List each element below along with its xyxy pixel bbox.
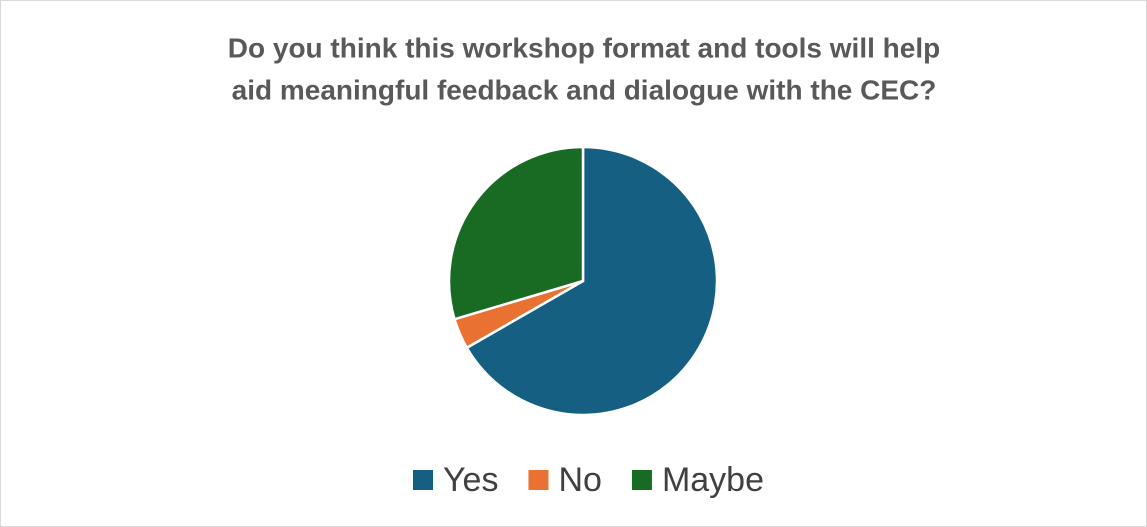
legend-label: Maybe bbox=[662, 461, 764, 499]
pie-slice bbox=[447, 145, 585, 321]
legend-label: Yes bbox=[443, 461, 498, 499]
legend-swatch bbox=[413, 470, 433, 490]
legend-swatch bbox=[528, 470, 549, 490]
legend-label: No bbox=[558, 461, 601, 499]
pie-slice bbox=[465, 145, 719, 417]
legend-swatch bbox=[631, 470, 652, 490]
chart-title: Do you think this workshop format and to… bbox=[228, 32, 940, 63]
chart-title: aid meaningful feedback and dialogue wit… bbox=[232, 74, 937, 105]
